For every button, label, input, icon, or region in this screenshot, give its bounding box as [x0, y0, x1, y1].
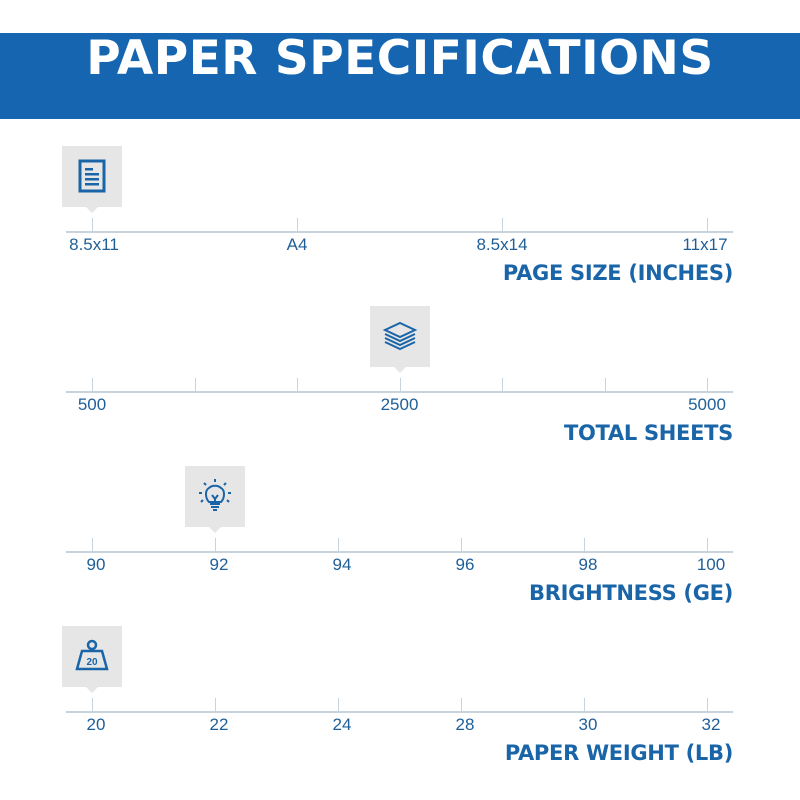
tick-label: 94	[332, 555, 352, 574]
axis-tick	[707, 218, 708, 232]
axis-tick	[92, 378, 93, 392]
axis-tick	[297, 218, 298, 232]
scale-total-sheets: 500 2500 5000 TOTAL SHEETS	[0, 306, 800, 466]
scale-title: BRIGHTNESS (GE)	[529, 581, 733, 605]
axis-tick	[604, 378, 606, 392]
scale-page-size-inches: 8.5x11 A4 8.5x14 11x17 PAGE SIZE (INCHES)	[0, 146, 800, 306]
axis-tick	[338, 538, 339, 552]
tick-label: 2500	[380, 395, 419, 414]
axis-tick	[584, 698, 585, 712]
scale-axis	[66, 551, 733, 553]
tick-label: 500	[77, 395, 107, 414]
selected-marker	[185, 466, 245, 533]
axis-tick	[297, 378, 298, 392]
axis-tick	[92, 538, 93, 552]
axis-tick	[92, 218, 93, 232]
selected-marker	[369, 306, 430, 373]
axis-tick	[461, 698, 462, 712]
scale-axis	[66, 391, 733, 393]
tick-label: 24	[332, 715, 352, 734]
axis-tick	[215, 698, 216, 712]
axis-tick	[215, 538, 216, 552]
axis-tick	[502, 218, 503, 232]
tick-label: 22	[209, 715, 229, 734]
axis-tick	[399, 378, 401, 392]
header-banner: PAPER SPECIFICATIONS	[0, 31, 800, 119]
axis-tick	[707, 698, 708, 712]
axis-tick	[707, 378, 708, 392]
page-title: PAPER SPECIFICATIONS	[86, 31, 714, 86]
tick-label: 28	[455, 715, 475, 734]
tick-label: 92	[209, 555, 229, 574]
scale-title: TOTAL SHEETS	[563, 421, 733, 445]
axis-tick	[584, 538, 585, 552]
svg-text:20: 20	[86, 657, 98, 668]
axis-tick	[194, 378, 196, 392]
axis-tick	[502, 378, 503, 392]
selected-marker	[62, 146, 122, 213]
scale-axis	[66, 231, 733, 233]
tick-label: 30	[578, 715, 598, 734]
selected-marker: 20	[62, 626, 122, 693]
scale-paper-weight-lb: 20 20 22 24 28 30 32 PAPER WEIGHT (LB)	[0, 626, 800, 786]
scale-brightness-ge: 90 92 94 96 98 100 BRIGHTNESS (GE)	[0, 466, 800, 626]
tick-label: 90	[86, 555, 106, 574]
tick-label: 100	[696, 555, 726, 574]
tick-label: 96	[455, 555, 475, 574]
tick-label: A4	[286, 235, 308, 254]
axis-tick	[707, 538, 708, 552]
axis-tick	[338, 698, 339, 712]
tick-label: 8.5x11	[69, 235, 119, 254]
paper-stack-icon	[382, 321, 417, 351]
weight-icon: 20	[75, 639, 109, 671]
tick-label: 20	[86, 715, 106, 734]
scale-title: PAGE SIZE (INCHES)	[502, 261, 733, 285]
tick-label: 8.5x14	[476, 235, 528, 254]
document-icon	[78, 159, 106, 193]
tick-label: 32	[701, 715, 721, 734]
tick-label: 5000	[688, 395, 726, 414]
scale-title: PAPER WEIGHT (LB)	[504, 741, 733, 765]
lightbulb-icon	[199, 479, 231, 511]
axis-tick	[92, 698, 93, 712]
tick-label: 11x17	[682, 235, 728, 254]
tick-label: 98	[578, 555, 598, 574]
scale-axis	[66, 711, 733, 713]
axis-tick	[461, 538, 462, 552]
